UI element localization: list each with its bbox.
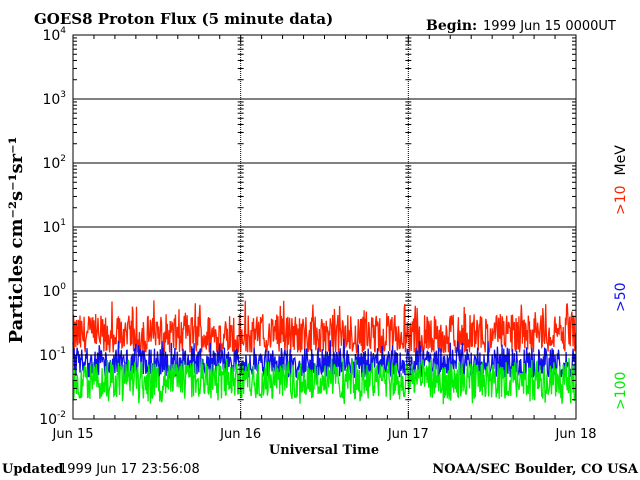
legend-entry: >50 bbox=[613, 282, 629, 312]
legend-entry: >10MeV bbox=[613, 145, 629, 215]
series-line bbox=[72, 338, 577, 380]
y-tick-label: 101 bbox=[42, 218, 66, 236]
series-line bbox=[72, 300, 577, 355]
plot-frame bbox=[72, 34, 577, 420]
begin-value: 1999 Jun 15 0000UT bbox=[483, 19, 616, 34]
x-tick-label: Jun 15 bbox=[52, 427, 94, 442]
y-tick-label: 103 bbox=[42, 90, 66, 108]
y-tick-label: 104 bbox=[42, 26, 66, 44]
chart-title: GOES8 Proton Flux (5 minute data) bbox=[34, 10, 333, 28]
updated-label: Updated bbox=[2, 462, 63, 477]
x-tick-label: Jun 17 bbox=[387, 427, 429, 442]
x-tick-label: Jun 16 bbox=[219, 427, 261, 442]
x-tick-label: Jun 18 bbox=[555, 427, 597, 442]
updated-value: 1999 Jun 17 23:56:08 bbox=[59, 462, 200, 477]
credit-text: NOAA/SEC Boulder, CO USA bbox=[432, 462, 639, 477]
y-tick-label: 10-1 bbox=[39, 346, 66, 364]
begin-label: Begin: bbox=[426, 18, 477, 34]
y-tick-label: 100 bbox=[42, 282, 66, 300]
y-tick-label: 10-2 bbox=[39, 410, 66, 428]
legend-entry: >100 bbox=[613, 372, 629, 410]
x-axis-label: Universal Time bbox=[269, 443, 379, 458]
y-axis-label: Particles cm⁻²s⁻¹sr⁻¹ bbox=[6, 137, 27, 344]
series-line bbox=[72, 357, 577, 405]
y-tick-label: 102 bbox=[42, 154, 66, 172]
